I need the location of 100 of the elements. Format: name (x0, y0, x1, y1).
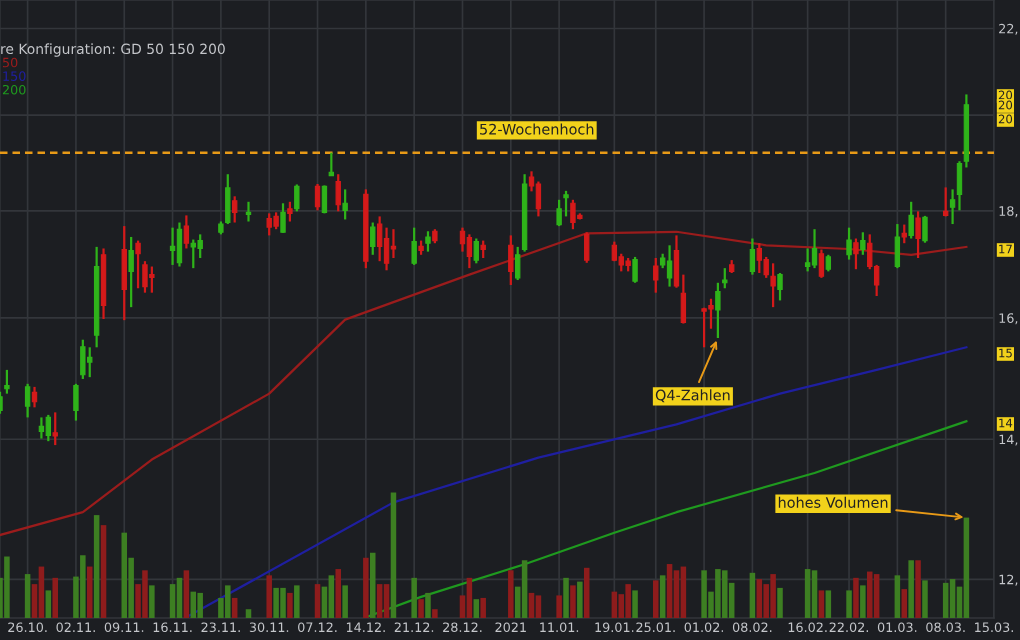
bar (183, 570, 190, 618)
bar (86, 566, 93, 618)
line-series (364, 420, 968, 618)
bar (963, 517, 970, 618)
bar (231, 597, 238, 618)
candlestick (853, 237, 859, 271)
bar (570, 585, 576, 618)
bar (901, 589, 908, 618)
bar (535, 595, 542, 618)
candlestick (653, 256, 659, 294)
bar (894, 575, 901, 618)
candlestick (370, 221, 376, 256)
candlestick (225, 173, 231, 226)
candlestick (73, 382, 79, 422)
candlestick (701, 306, 707, 349)
candlestick (756, 242, 763, 275)
bar (528, 592, 535, 618)
bar (715, 569, 721, 618)
bar (466, 577, 473, 618)
bar (756, 579, 763, 618)
bar (473, 599, 480, 618)
bar (314, 584, 321, 618)
bar (169, 584, 176, 618)
candlestick (473, 237, 479, 265)
bar (508, 570, 514, 618)
candlestick (197, 233, 203, 260)
bar (45, 590, 52, 618)
bar (583, 567, 590, 618)
candlestick (335, 173, 341, 213)
bar (93, 515, 100, 618)
candlestick (121, 225, 127, 322)
bar (425, 592, 431, 618)
bar (777, 587, 783, 618)
bar (942, 582, 949, 618)
bar (411, 577, 417, 618)
candlestick (556, 198, 562, 228)
bar (176, 577, 183, 618)
candlestick (570, 198, 576, 231)
candlestick (722, 267, 728, 290)
candlestick (901, 223, 907, 245)
bar (266, 575, 272, 618)
bar (825, 590, 832, 618)
candlestick (169, 226, 176, 267)
candlestick (466, 233, 473, 270)
candlestick (80, 338, 86, 381)
bar (149, 585, 155, 618)
bar (121, 532, 128, 618)
bar (287, 592, 293, 618)
candlestick (425, 230, 431, 253)
candlestick (777, 271, 783, 302)
bar (225, 585, 231, 618)
bar (701, 570, 707, 618)
candlestick (31, 385, 38, 409)
bar (632, 590, 638, 618)
candlestick (770, 262, 776, 309)
line-series (185, 346, 968, 618)
bar (680, 566, 687, 618)
candlestick (908, 200, 914, 240)
candlestick (287, 200, 293, 223)
bar (556, 595, 562, 618)
bar (390, 492, 397, 618)
bar (52, 577, 58, 618)
bar (908, 560, 914, 618)
bar (328, 575, 335, 618)
bar (666, 564, 673, 618)
bar (273, 587, 279, 618)
candlestick (708, 297, 714, 330)
bar (563, 577, 569, 618)
candlestick (584, 231, 590, 264)
bar (432, 609, 438, 618)
candlestick (563, 189, 569, 218)
candlestick (715, 281, 721, 340)
line-series (0, 230, 968, 537)
candlestick (4, 368, 10, 395)
candlestick (135, 239, 141, 290)
bar (480, 597, 486, 618)
bar (659, 575, 666, 618)
candlestick (190, 238, 196, 270)
bar (38, 566, 45, 618)
candlestick (314, 182, 321, 212)
candlestick (52, 411, 58, 447)
bar (770, 574, 776, 618)
candlestick (818, 248, 825, 279)
bar (818, 590, 825, 618)
candlestick (149, 265, 155, 294)
bar (625, 584, 631, 618)
candlestick (632, 255, 638, 284)
bar (866, 571, 873, 618)
bar (577, 581, 583, 618)
candlestick (266, 212, 272, 237)
bar (197, 592, 203, 618)
bar (811, 570, 818, 618)
bar (853, 577, 859, 618)
bar (915, 560, 921, 618)
bar (335, 569, 341, 618)
candlestick (376, 215, 383, 263)
candlestick (749, 237, 756, 276)
candlestick (390, 228, 397, 260)
candlestick (342, 188, 348, 221)
candlestick (45, 413, 52, 443)
